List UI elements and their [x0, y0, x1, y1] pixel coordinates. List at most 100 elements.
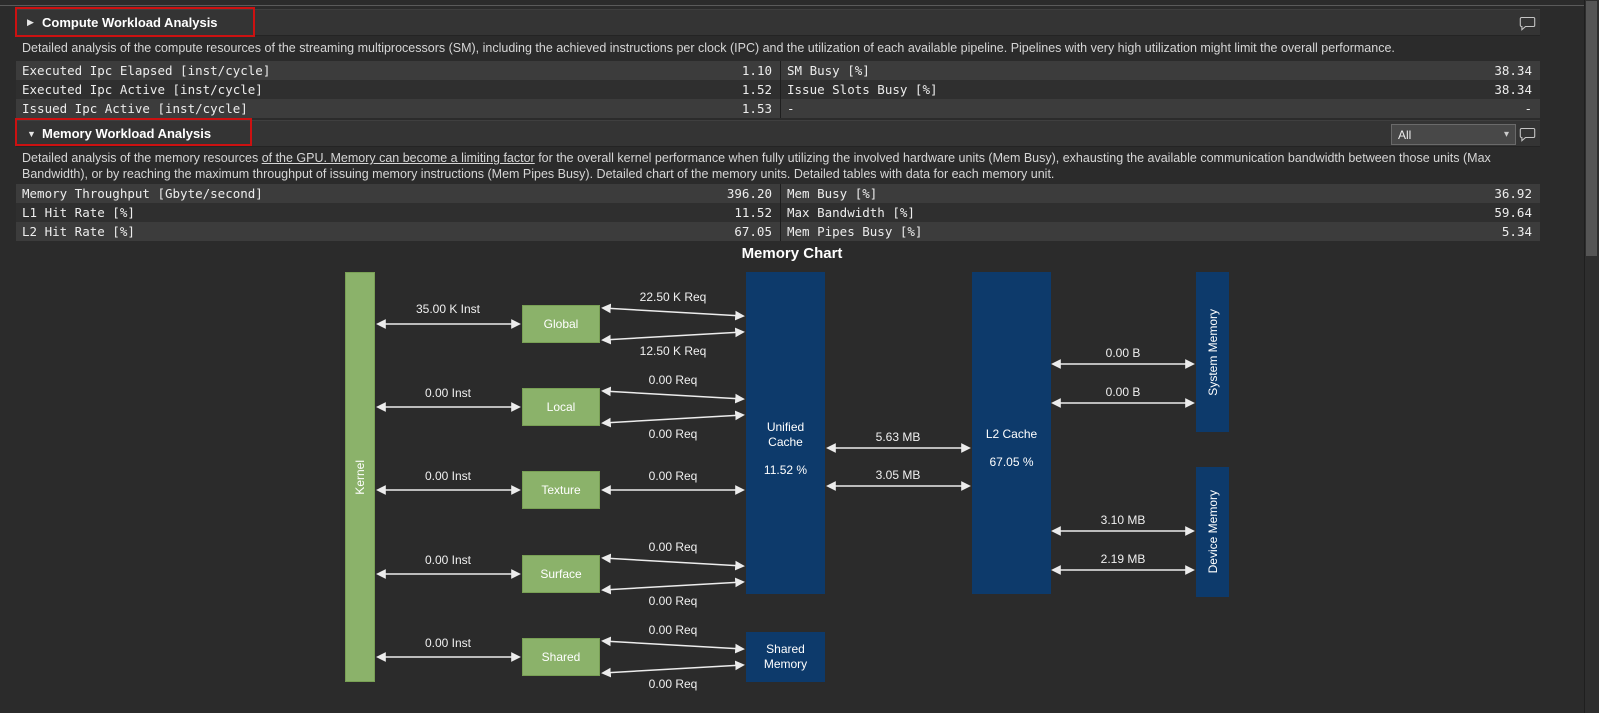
arrow-surface-unified-bottom — [601, 577, 745, 595]
shared-memory-node[interactable]: Shared Memory — [746, 632, 825, 682]
edge-label-shared-sharedmem-top: 0.00 Req — [648, 623, 698, 637]
metric-name: L1 Hit Rate [%] — [22, 205, 135, 220]
metric-value: - — [1524, 101, 1532, 116]
edge-label-l2-device-top: 3.10 MB — [1100, 513, 1146, 527]
metric-name: Executed Ipc Active [inst/cycle] — [22, 82, 263, 97]
comment-bubble-icon[interactable] — [1519, 127, 1537, 143]
surface-label: Surface — [540, 567, 582, 581]
global-label: Global — [543, 317, 579, 331]
local-node[interactable]: Local — [522, 388, 600, 426]
dropdown-selected-value: All — [1398, 127, 1412, 142]
memory-section-header[interactable]: ▼ Memory Workload Analysis All ▾ — [16, 120, 1540, 147]
memory-description-post: for the overall kernel performance when … — [22, 151, 1491, 181]
metric-value: 1.53 — [741, 101, 772, 116]
memory-description-underlined: of the GPU. Memory can become a limiting… — [261, 151, 535, 165]
edge-label-shared-sharedmem-bottom: 0.00 Req — [648, 677, 698, 691]
edge-label-local-unified-bottom: 0.00 Req — [648, 427, 698, 441]
arrow-local-unified-top — [601, 386, 745, 404]
arrow-surface-unified-top — [601, 553, 745, 571]
shared-node[interactable]: Shared — [522, 638, 600, 676]
memory-chart-title: Memory Chart — [741, 245, 843, 262]
texture-label: Texture — [541, 483, 581, 497]
body-filter-dropdown[interactable]: All ▾ — [1391, 124, 1516, 145]
edge-label-global-unified-bottom: 12.50 K Req — [639, 344, 707, 358]
memory-description-pre: Detailed analysis of the memory resource… — [22, 151, 262, 165]
edge-label-surface-unified-top: 0.00 Req — [648, 540, 698, 554]
edge-label-l2-device-bottom: 2.19 MB — [1100, 552, 1146, 566]
metric-value: 5.34 — [1501, 224, 1532, 239]
metric-name: Mem Pipes Busy [%] — [787, 224, 923, 239]
table-row[interactable]: Executed Ipc Active [inst/cycle] 1.52 Is… — [16, 80, 1540, 99]
local-label: Local — [546, 400, 576, 414]
metric-name: Executed Ipc Elapsed [inst/cycle] — [22, 63, 271, 78]
unified-cache-node[interactable]: Unified Cache 11.52 % — [746, 272, 825, 594]
edge-label-kernel-shared: 0.00 Inst — [424, 636, 472, 650]
arrow-shared-sharedmem-bottom — [601, 660, 745, 678]
collapsed-arrow-icon[interactable]: ▶ — [27, 17, 34, 27]
comment-bubble-glyph — [1519, 127, 1536, 142]
edge-label-kernel-texture: 0.00 Inst — [424, 469, 472, 483]
kernel-label: Kernel — [353, 459, 367, 495]
metric-name: L2 Hit Rate [%] — [22, 224, 135, 239]
edge-label-global-unified-top: 22.50 K Req — [639, 290, 707, 304]
edge-label-l2-system-top: 0.00 B — [1105, 346, 1141, 360]
unified-cache-label-line1: Unified — [766, 420, 805, 434]
metric-name: Issued Ipc Active [inst/cycle] — [22, 101, 248, 116]
shared-label: Shared — [541, 650, 581, 664]
system-memory-node[interactable]: System Memory — [1196, 272, 1229, 432]
metric-value: 59.64 — [1494, 205, 1532, 220]
compute-metrics-table: Executed Ipc Elapsed [inst/cycle] 1.10 S… — [16, 61, 1540, 118]
metric-value: 38.34 — [1494, 82, 1532, 97]
table-row[interactable]: L2 Hit Rate [%] 67.05 Mem Pipes Busy [%]… — [16, 222, 1540, 241]
metric-value: 1.10 — [741, 63, 772, 78]
arrow-shared-sharedmem-top — [601, 636, 745, 654]
edge-label-unified-l2-top: 5.63 MB — [875, 430, 921, 444]
unit-to-cache-arrows — [601, 303, 745, 678]
memory-metrics-table: Memory Throughput [Gbyte/second] 396.20 … — [16, 184, 1540, 241]
shared-memory-label-line1: Shared — [766, 642, 805, 656]
edge-label-l2-system-bottom: 0.00 B — [1105, 385, 1141, 399]
texture-node[interactable]: Texture — [522, 471, 600, 509]
edge-label-kernel-global: 35.00 K Inst — [415, 302, 481, 316]
metric-name: Mem Busy [%] — [787, 186, 878, 201]
unified-cache-label-line2: Cache — [768, 435, 803, 449]
compute-description: Detailed analysis of the compute resourc… — [22, 41, 1395, 55]
edge-label-local-unified-top: 0.00 Req — [648, 373, 698, 387]
l2-cache-label: L2 Cache — [985, 427, 1038, 441]
edge-label-kernel-surface: 0.00 Inst — [424, 553, 472, 567]
metric-value: 1.52 — [741, 82, 772, 97]
memory-section-title: Memory Workload Analysis — [42, 126, 212, 141]
scrollbar-thumb[interactable] — [1586, 1, 1597, 256]
table-row[interactable]: Executed Ipc Elapsed [inst/cycle] 1.10 S… — [16, 61, 1540, 80]
metric-name: Max Bandwidth [%] — [787, 205, 915, 220]
memory-description: Detailed analysis of the memory resource… — [22, 151, 1538, 182]
device-memory-node[interactable]: Device Memory — [1196, 467, 1229, 597]
vertical-scrollbar[interactable] — [1584, 0, 1599, 713]
top-separator — [0, 0, 1584, 6]
kernel-node[interactable]: Kernel — [345, 272, 375, 682]
arrow-global-unified-bottom — [601, 327, 745, 345]
global-node[interactable]: Global — [522, 305, 600, 343]
chevron-down-icon: ▾ — [1503, 129, 1509, 140]
compute-section-title: Compute Workload Analysis — [42, 15, 218, 30]
edge-label-surface-unified-bottom: 0.00 Req — [648, 594, 698, 608]
table-row[interactable]: Issued Ipc Active [inst/cycle] 1.53 - - — [16, 99, 1540, 118]
shared-memory-label-line2: Memory — [763, 657, 808, 671]
expanded-arrow-icon[interactable]: ▼ — [27, 128, 36, 139]
compute-section-header[interactable]: ▶ Compute Workload Analysis — [16, 9, 1540, 36]
edge-label-unified-l2-bottom: 3.05 MB — [875, 468, 921, 482]
edge-label-texture-unified: 0.00 Req — [648, 469, 698, 483]
edge-label-kernel-local: 0.00 Inst — [424, 386, 472, 400]
metric-value: 67.05 — [734, 224, 772, 239]
comment-bubble-icon[interactable] — [1519, 16, 1537, 32]
l2-cache-node[interactable]: L2 Cache 67.05 % — [972, 272, 1051, 594]
arrow-global-unified-top — [601, 303, 745, 321]
surface-node[interactable]: Surface — [522, 555, 600, 593]
unified-cache-hit-rate: 11.52 % — [763, 463, 808, 477]
metric-value: 36.92 — [1494, 186, 1532, 201]
metric-name: - — [787, 101, 795, 116]
table-row[interactable]: L1 Hit Rate [%] 11.52 Max Bandwidth [%] … — [16, 203, 1540, 222]
arrow-local-unified-bottom — [601, 410, 745, 428]
table-row[interactable]: Memory Throughput [Gbyte/second] 396.20 … — [16, 184, 1540, 203]
